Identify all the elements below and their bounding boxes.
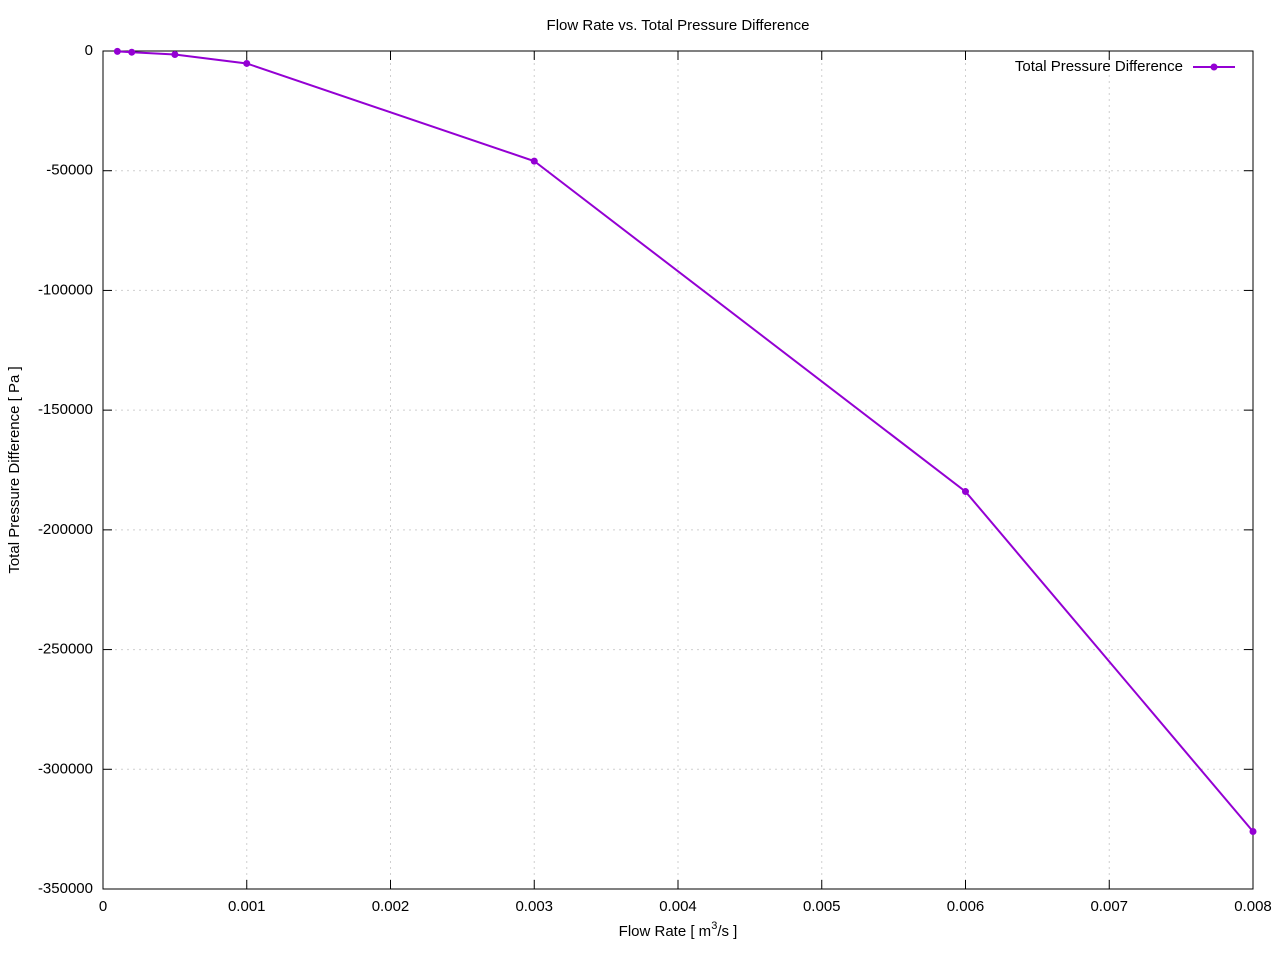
x-tick-label: 0.002 (372, 898, 410, 915)
y-tick-label: -50000 (46, 162, 93, 179)
y-tick-label: -100000 (38, 281, 93, 298)
y-tick-label: -350000 (38, 880, 93, 897)
data-point (171, 50, 179, 58)
x-tick-label: 0.004 (659, 898, 697, 915)
x-tick-label: 0.003 (515, 898, 553, 915)
x-tick-label: 0 (99, 898, 107, 915)
plot-border (102, 50, 1254, 890)
x-label-part: /s ] (717, 923, 737, 940)
y-tick-label: -250000 (38, 641, 93, 658)
x-tick-label: 0.006 (947, 898, 985, 915)
y-tick-label: 0 (85, 42, 93, 59)
data-point (530, 157, 538, 165)
y-tick-label: -150000 (38, 401, 93, 418)
data-point (962, 488, 969, 496)
x-tick-label: 0.008 (1234, 898, 1272, 915)
chart-title: Flow Rate vs. Total Pressure Difference (547, 17, 810, 34)
x-label-part: Flow Rate [ m (619, 923, 712, 940)
data-point (128, 48, 136, 56)
data-point (1249, 828, 1257, 836)
data-point (243, 59, 251, 67)
y-tick-label: -200000 (38, 521, 93, 538)
y-tick-label: -300000 (38, 760, 93, 777)
x-label-superscript: 3 (711, 920, 717, 932)
legend-marker (1210, 63, 1218, 71)
data-point (113, 47, 121, 55)
x-tick-label: 0.007 (1090, 898, 1128, 915)
x-axis-label: Flow Rate [ m3/s ] (619, 920, 738, 940)
x-tick-label: 0.001 (228, 898, 266, 915)
y-axis-label: Total Pressure Difference [ Pa ] (6, 366, 23, 573)
x-tick-label: 0.005 (803, 898, 841, 915)
legend-label: Total Pressure Difference (1015, 58, 1183, 75)
